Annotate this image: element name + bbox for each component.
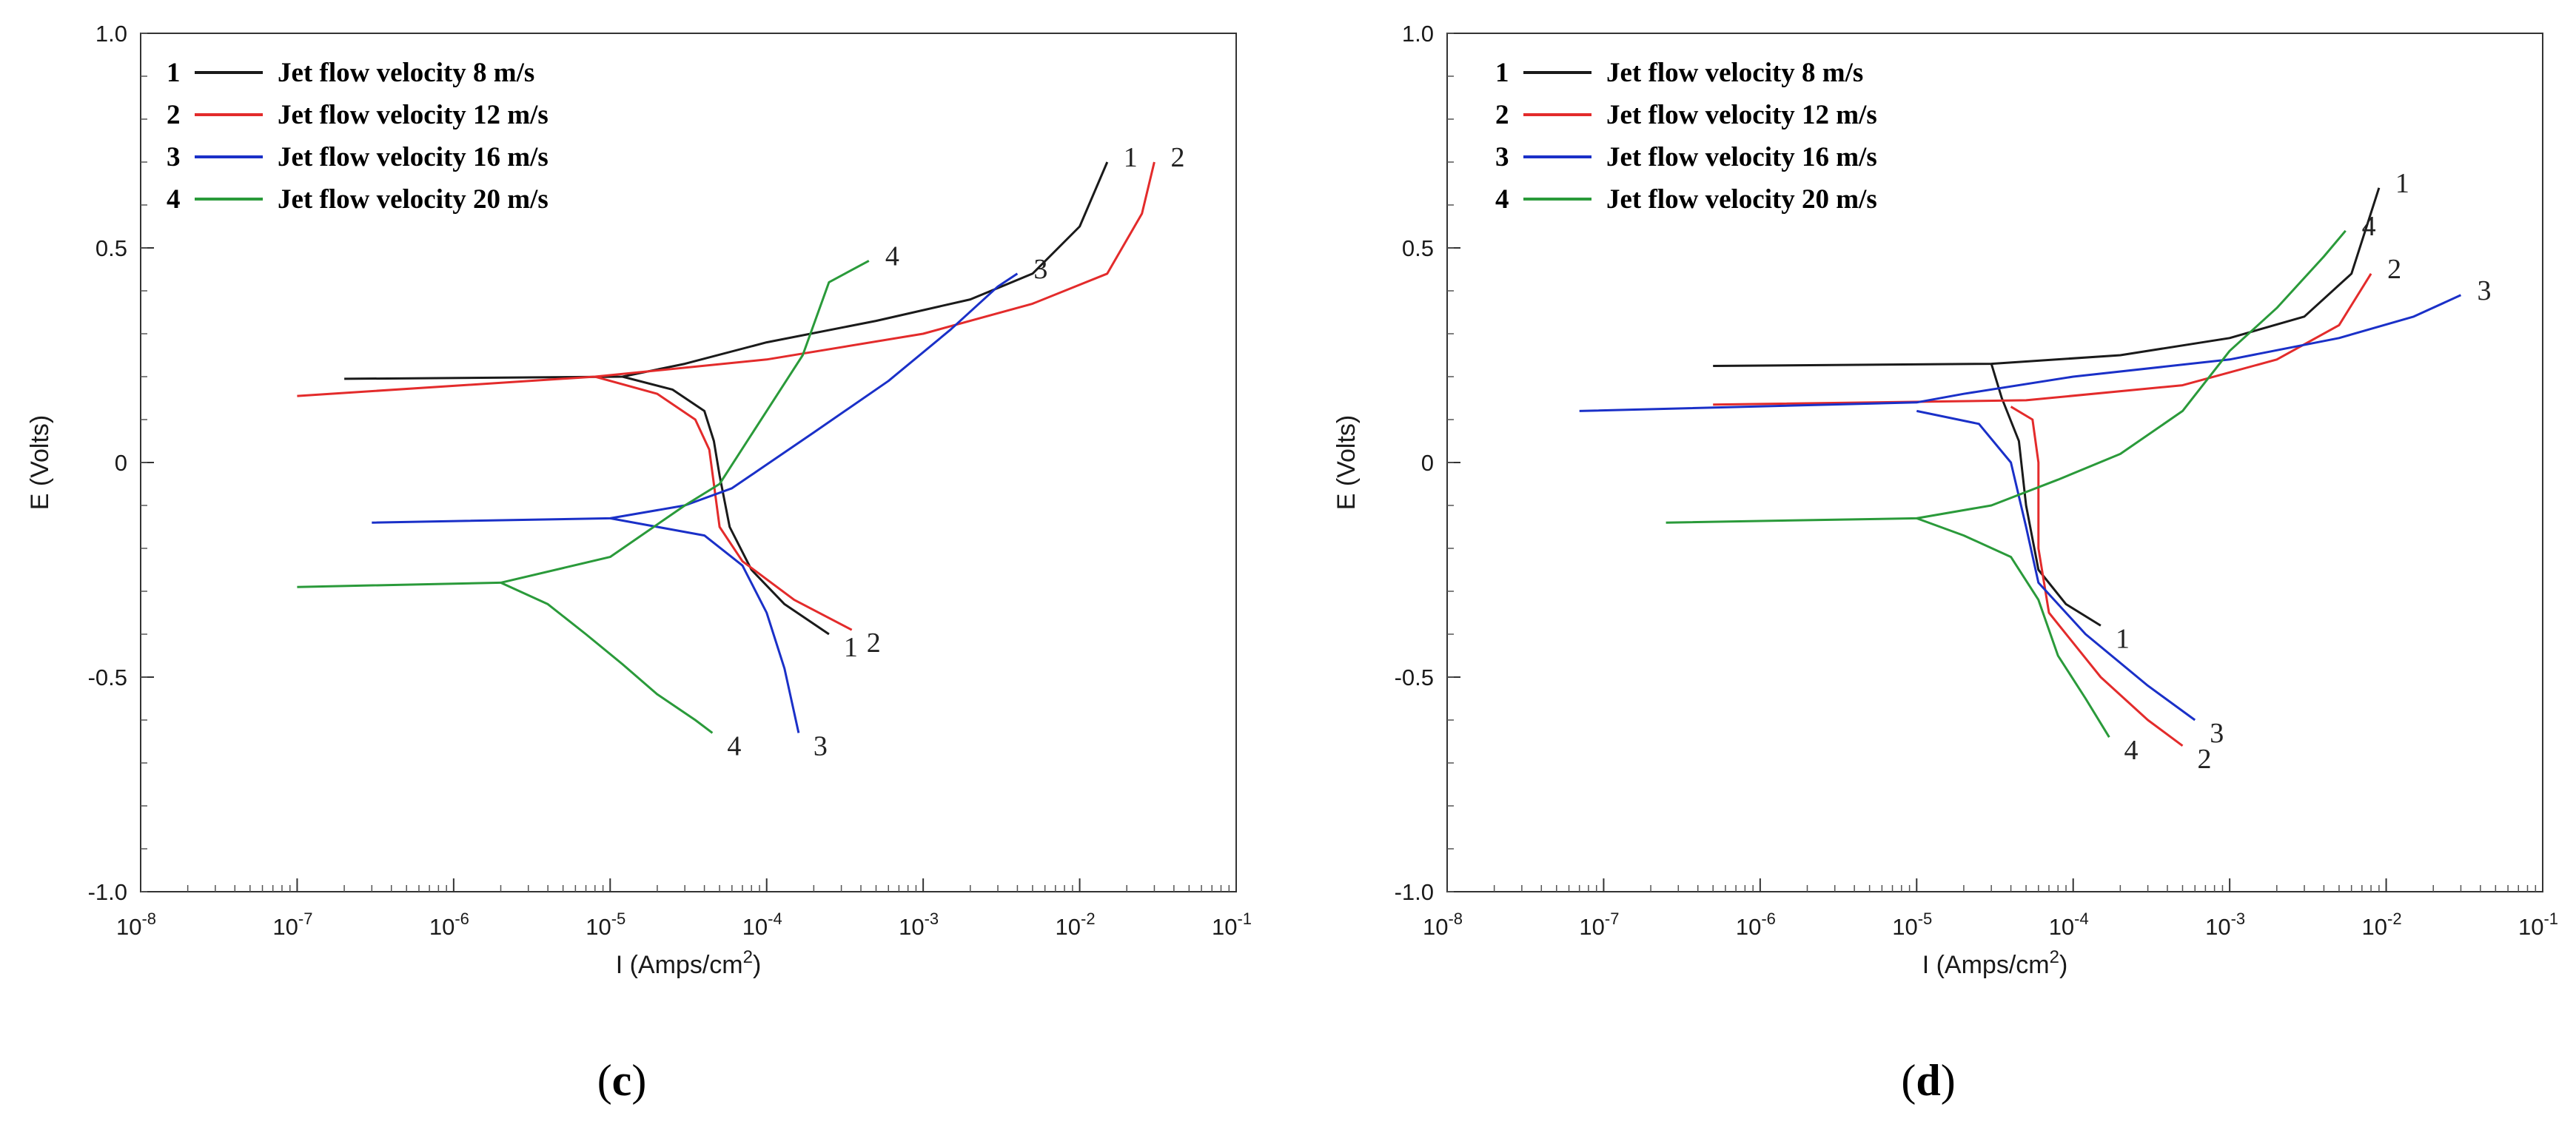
y-tick-label: -0.5 <box>88 665 127 690</box>
legend-entry: Jet flow velocity 20 m/s <box>1606 184 1877 215</box>
curve-label-cathodic: 4 <box>2124 735 2138 766</box>
curve-label-cathodic: 2 <box>867 628 881 659</box>
curve-label-anodic: 3 <box>1033 254 1047 285</box>
series-3-anodic-line <box>1579 294 2462 412</box>
y-axis-label: E (Volts) <box>1332 415 1361 510</box>
y-tick-label: 0 <box>115 450 127 476</box>
x-tick-label: 10-2 <box>1056 909 1096 940</box>
y-tick-label: 0 <box>1421 450 1434 476</box>
y-tick-label: 0.5 <box>1402 235 1434 261</box>
curve-label-anodic: 4 <box>2362 211 2376 242</box>
legend-number: 2 <box>1495 100 1509 130</box>
x-tick-label: 10-1 <box>1212 909 1252 940</box>
curve-label-anodic: 4 <box>885 241 899 272</box>
chart-panel-c: 10-8 10-7 10-6 10-5 10-4 10-3 10-2 10-1 1.0 0.5 0 -… <box>26 21 1252 1105</box>
x-tick-label: 10-7 <box>1579 909 1619 940</box>
y-tick-label: 1.0 <box>95 21 127 47</box>
series-2-anodic-line <box>297 161 1155 397</box>
series-3-anodic-line <box>372 272 1019 524</box>
series-1-cathodic-line <box>1990 363 2102 627</box>
x-tick-label: 10-2 <box>2362 909 2402 940</box>
x-tick-label: 10-4 <box>742 909 782 940</box>
series-2-anodic-line <box>1713 273 2372 406</box>
x-tick-label: 10-6 <box>429 909 469 940</box>
y-tick-label: -0.5 <box>1395 665 1434 690</box>
curve-label-anodic: 3 <box>2477 275 2491 306</box>
legend-entry: Jet flow velocity 8 m/s <box>1606 58 1863 88</box>
curve-label-cathodic: 3 <box>814 730 828 761</box>
curve-label-cathodic: 1 <box>2116 623 2130 654</box>
x-tick-label: 10-8 <box>1423 909 1463 940</box>
x-tick-label: 10-5 <box>586 909 625 940</box>
curve-label-cathodic: 1 <box>844 632 858 663</box>
series-4-cathodic-line <box>500 582 714 734</box>
x-tick-label: 10-3 <box>2205 909 2245 940</box>
curve-label-cathodic: 3 <box>2210 718 2224 749</box>
series-3-cathodic-line <box>610 517 800 733</box>
y-axis-label: E (Volts) <box>26 415 54 510</box>
x-tick-label: 10-3 <box>899 909 939 940</box>
x-tick-label: 10-1 <box>2518 909 2558 940</box>
legend-entry: Jet flow velocity 8 m/s <box>278 58 534 88</box>
legend-number: 1 <box>1495 58 1509 88</box>
y-tick-label: -1.0 <box>88 879 127 905</box>
legend-number: 3 <box>167 142 181 172</box>
series-4-anodic-line <box>297 260 870 588</box>
curve-label-anodic: 1 <box>2395 168 2409 199</box>
y-tick-label: 1.0 <box>1402 21 1434 47</box>
legend-number: 2 <box>167 100 181 130</box>
x-axis-label: I (Amps/cm2) <box>1922 947 2068 979</box>
legend-number: 1 <box>167 58 181 88</box>
legend-entry: Jet flow velocity 12 m/s <box>278 100 549 130</box>
x-tick-label: 10-6 <box>1736 909 1776 940</box>
legend-number: 3 <box>1495 142 1509 172</box>
series-3-cathodic-line <box>1916 409 2196 722</box>
y-tick-label: -1.0 <box>1395 879 1434 905</box>
curve-label-cathodic: 4 <box>727 730 741 761</box>
panel-label: (c) <box>597 1056 647 1105</box>
curve-label-anodic: 2 <box>2387 254 2401 285</box>
series-4-anodic-line <box>1666 229 2347 524</box>
legend-number: 4 <box>167 184 181 215</box>
panel-label: (d) <box>1901 1056 1955 1105</box>
series-2-cathodic-line <box>594 375 853 631</box>
series-1-cathodic-line <box>622 375 830 636</box>
curve-label-anodic: 1 <box>1124 142 1138 173</box>
x-axis-label: I (Amps/cm2) <box>616 947 762 979</box>
legend-number: 4 <box>1495 184 1509 215</box>
curve-label-anodic: 2 <box>1170 142 1184 173</box>
x-tick-label: 10-7 <box>272 909 312 940</box>
series-2-cathodic-line <box>2010 406 2184 747</box>
curve-label-cathodic: 2 <box>2197 744 2211 775</box>
x-tick-label: 10-4 <box>2049 909 2089 940</box>
legend-entry: Jet flow velocity 16 m/s <box>278 142 549 172</box>
y-tick-label: 0.5 <box>95 235 127 261</box>
legend-entry: Jet flow velocity 16 m/s <box>1606 142 1877 172</box>
legend-entry: Jet flow velocity 20 m/s <box>278 184 549 215</box>
series-4-cathodic-line <box>1916 517 2110 738</box>
x-tick-label: 10-8 <box>116 909 156 940</box>
x-tick-label: 10-5 <box>1892 909 1932 940</box>
chart-panel-d: 10-8 10-7 10-6 10-5 10-4 10-3 10-2 10-1 1.0 0.5 0 -… <box>1332 21 2558 1105</box>
legend-entry: Jet flow velocity 12 m/s <box>1606 100 1877 130</box>
